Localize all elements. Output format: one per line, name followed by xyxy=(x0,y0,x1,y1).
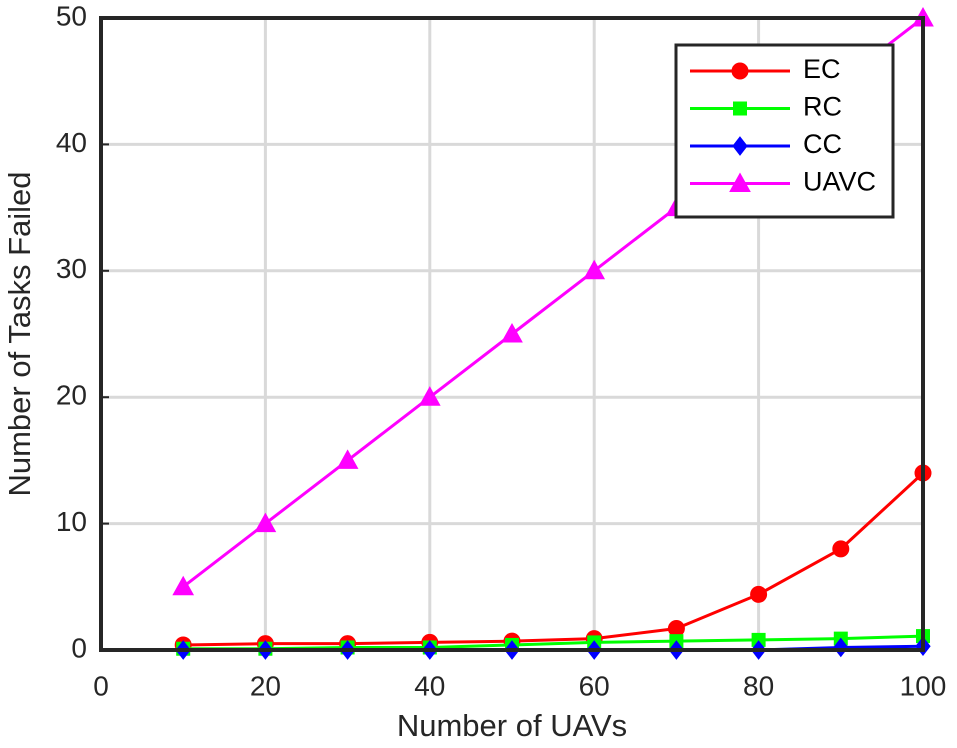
legend-label: CC xyxy=(803,129,842,159)
series-line xyxy=(183,471,925,647)
x-tick-label: 60 xyxy=(579,670,610,701)
y-tick-label: 20 xyxy=(56,380,87,411)
x-tick-label: 40 xyxy=(414,670,445,701)
legend-label: UAVC xyxy=(803,167,876,197)
x-axis-label: Number of UAVs xyxy=(397,708,627,743)
marker xyxy=(501,322,523,343)
y-tick-label: 0 xyxy=(71,632,87,663)
legend-box xyxy=(674,43,895,219)
x-tick-label: 100 xyxy=(900,670,947,701)
marker xyxy=(583,259,606,280)
marker xyxy=(732,136,748,156)
x-tick-label: 20 xyxy=(250,670,281,701)
y-tick-label: 40 xyxy=(56,127,87,158)
legend-label: RC xyxy=(803,92,842,122)
x-tick-label: 80 xyxy=(743,670,774,701)
marker xyxy=(729,172,751,192)
y-tick-label: 30 xyxy=(56,253,87,284)
marker xyxy=(733,101,747,116)
marker xyxy=(832,540,850,558)
x-tick-label: 0 xyxy=(93,670,109,701)
marker xyxy=(667,620,685,638)
legend-label: EC xyxy=(803,54,841,84)
marker xyxy=(336,449,359,469)
marker xyxy=(750,585,768,603)
marker xyxy=(254,512,277,533)
y-tick-label: 10 xyxy=(56,506,87,537)
y-tick-label: 50 xyxy=(56,0,87,31)
marker xyxy=(418,386,441,406)
axes-box xyxy=(99,16,925,652)
legend: EC RC CC UAVC xyxy=(674,43,895,219)
y-axis-label: Number of Tasks Failed xyxy=(2,171,37,496)
marker xyxy=(172,575,195,596)
marker xyxy=(731,62,749,80)
